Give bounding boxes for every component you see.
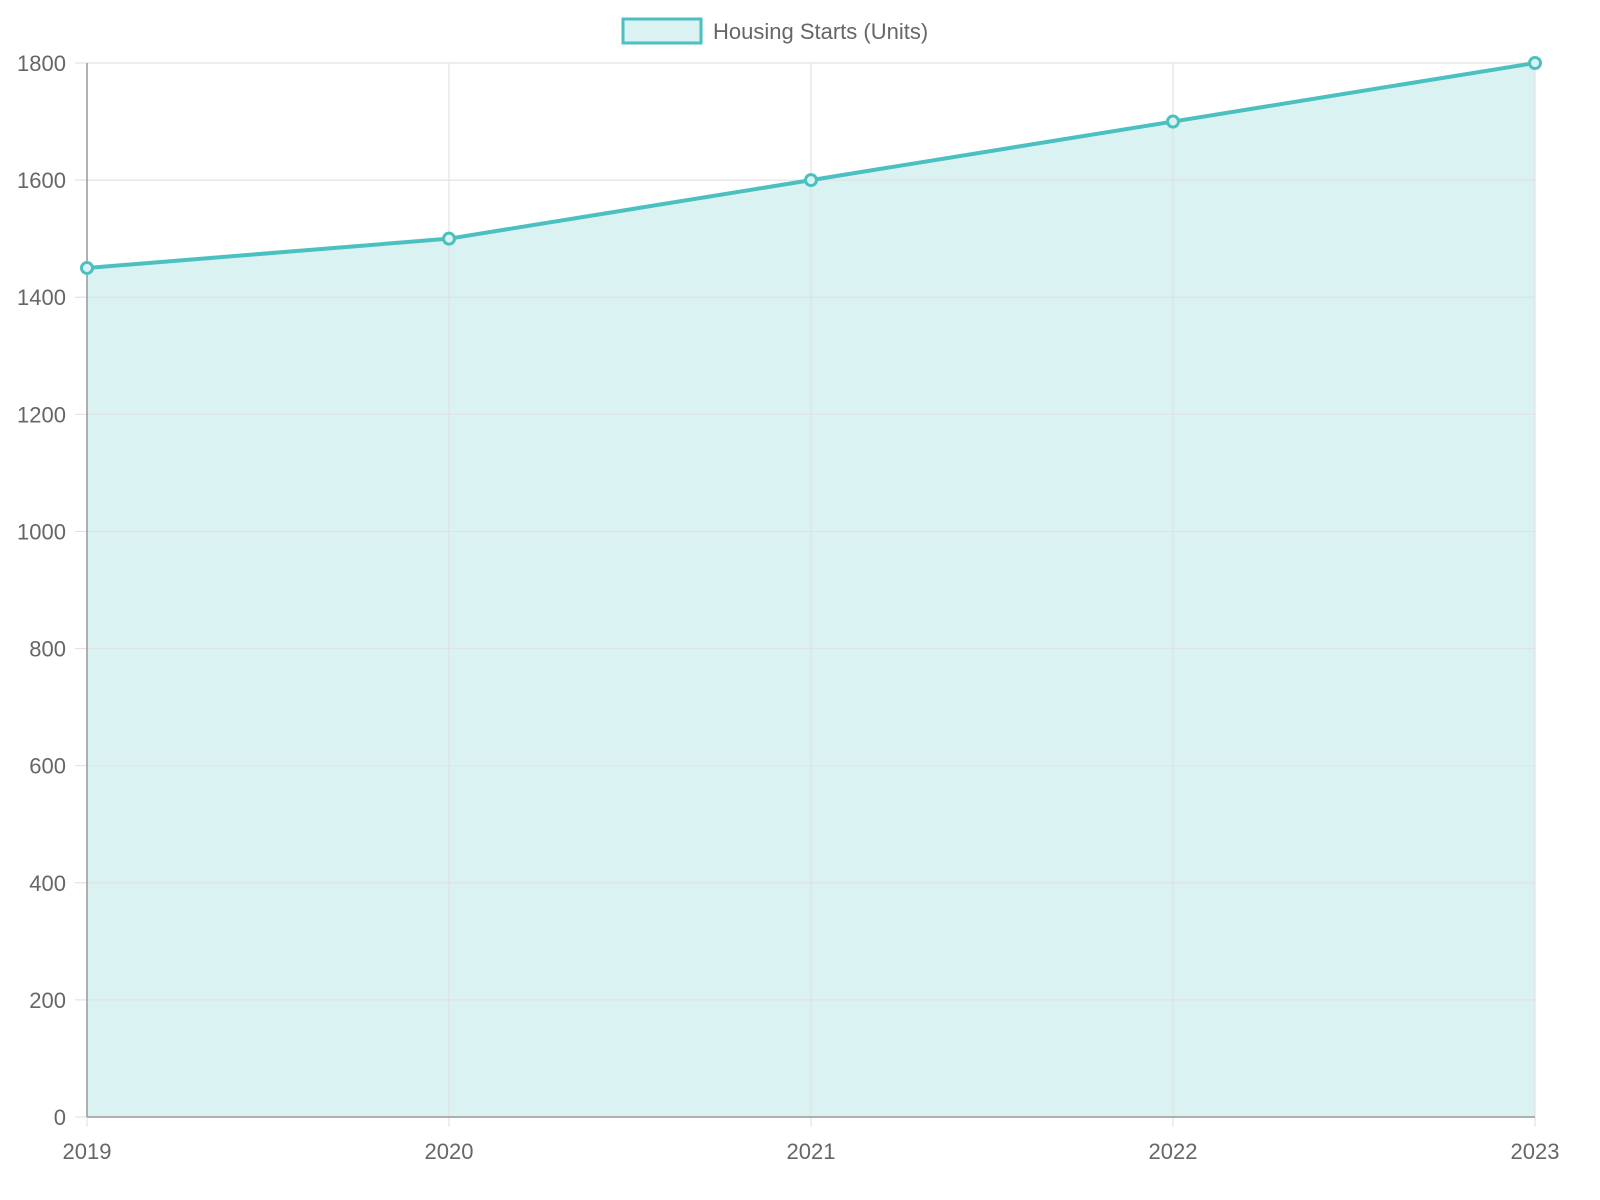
data-point [80, 260, 94, 275]
legend-swatch[interactable] [621, 17, 703, 45]
data-point [1166, 114, 1180, 129]
axes-layer [86, 63, 1535, 1118]
x-tick-label: 2021 [787, 1139, 836, 1164]
tick-labels-layer: 0 200 400 600 800 1000 1200 1400 1600 1800 2019 202… [17, 51, 1559, 1164]
y-tick-label: 600 [29, 754, 66, 779]
y-tick-label: 1200 [17, 402, 66, 427]
y-tick-label: 200 [29, 988, 66, 1013]
y-tick-label: 1800 [17, 51, 66, 76]
x-tick-label: 2020 [425, 1139, 474, 1164]
y-tick-label: 1600 [17, 168, 66, 193]
y-tick-label: 1400 [17, 285, 66, 310]
x-tick-label: 2022 [1149, 1139, 1198, 1164]
data-point [442, 231, 456, 246]
y-tick-label: 400 [29, 871, 66, 896]
legend[interactable]: Housing Starts (Units) [621, 17, 928, 45]
legend-label[interactable]: Housing Starts (Units) [713, 19, 928, 44]
y-tick-label: 0 [54, 1105, 66, 1130]
y-tick-label: 1000 [17, 519, 66, 544]
data-points-layer [80, 56, 1542, 275]
data-point [804, 173, 818, 188]
data-point [1528, 56, 1542, 70]
x-tick-label: 2023 [1511, 1139, 1560, 1164]
y-tick-label: 800 [29, 637, 66, 662]
x-tick-label: 2019 [63, 1139, 112, 1164]
